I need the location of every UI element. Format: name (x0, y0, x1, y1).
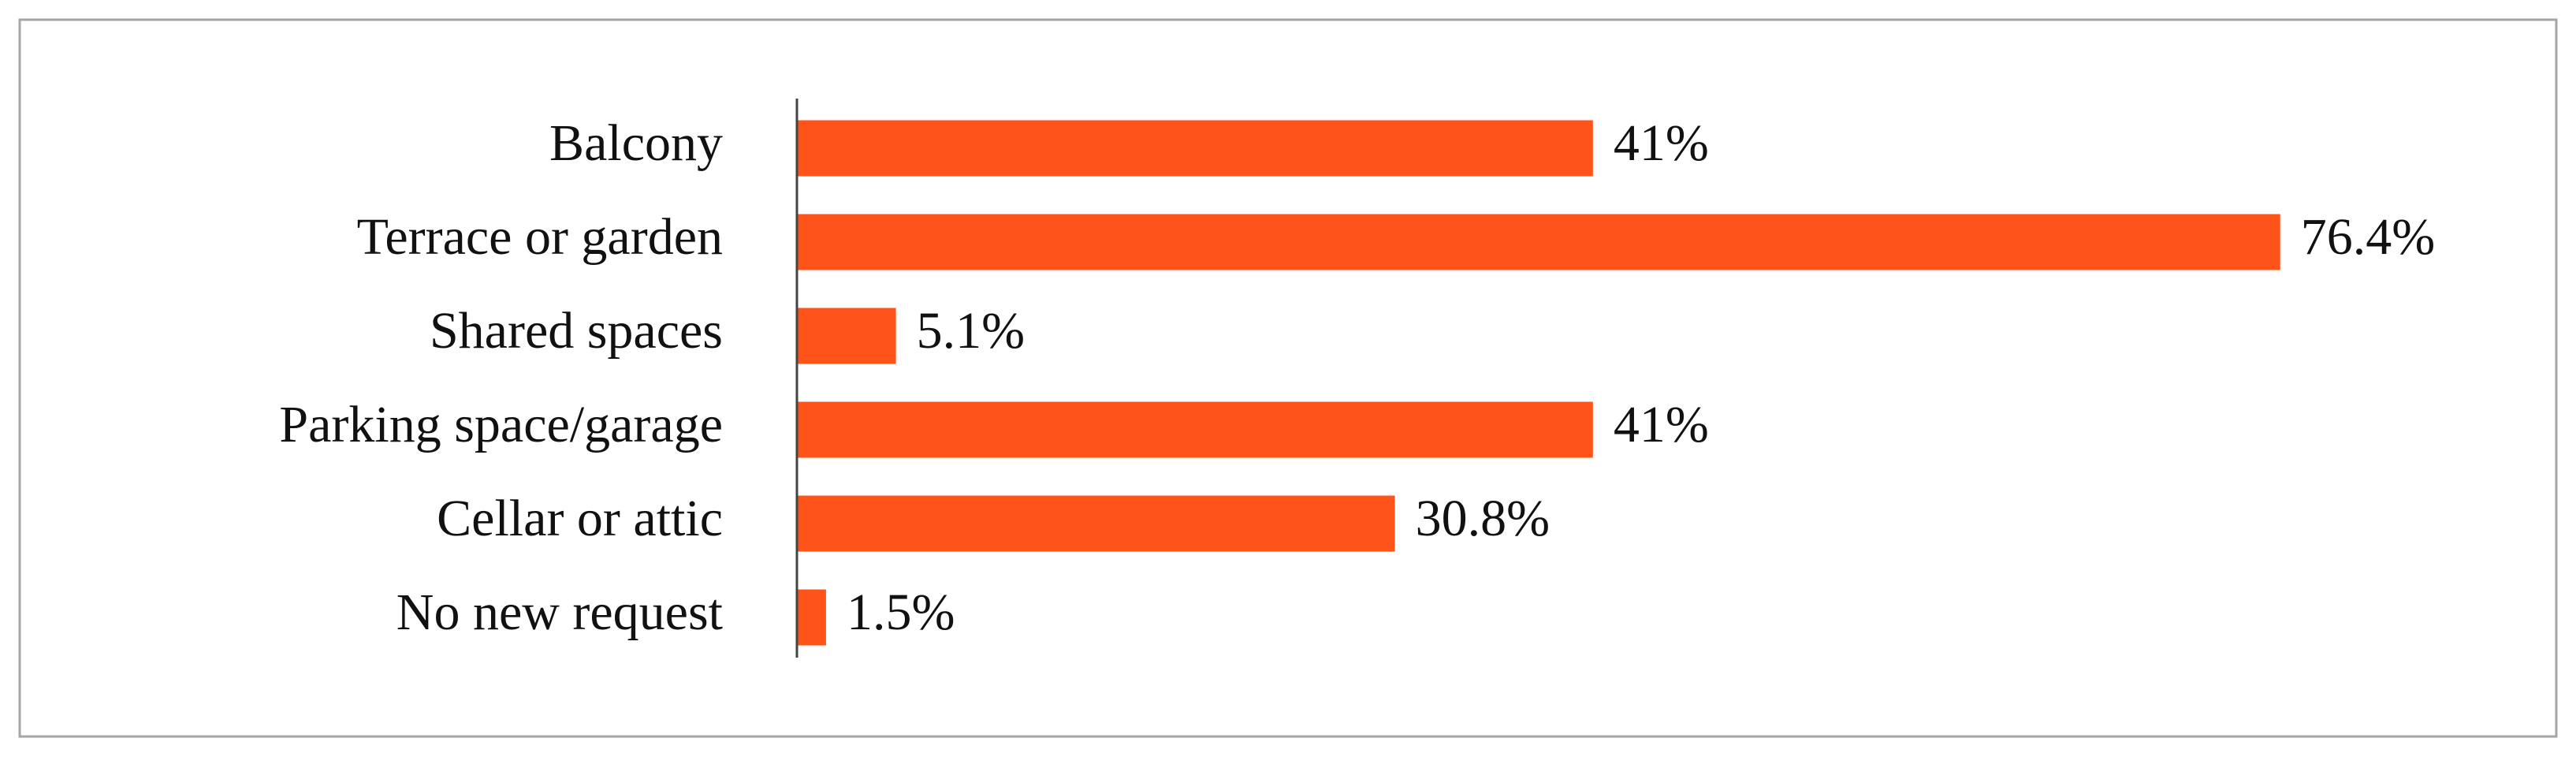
category-label: Cellar or attic (437, 490, 723, 547)
value-label: 41% (1614, 114, 1709, 172)
bar (797, 495, 1395, 552)
bar (797, 214, 2280, 270)
value-label: 41% (1614, 396, 1709, 453)
category-label: Terrace or garden (357, 208, 723, 266)
category-label: Parking space/garage (279, 396, 723, 453)
bar (797, 308, 896, 364)
bar (797, 401, 1593, 458)
bar (797, 589, 826, 646)
category-label: Balcony (549, 114, 723, 172)
category-label: No new request (396, 584, 723, 641)
value-label: 76.4% (2301, 208, 2435, 266)
value-label: 5.1% (917, 302, 1025, 360)
value-label: 1.5% (847, 584, 955, 641)
bar (797, 120, 1593, 177)
category-label: Shared spaces (430, 302, 723, 360)
value-label: 30.8% (1416, 490, 1550, 547)
